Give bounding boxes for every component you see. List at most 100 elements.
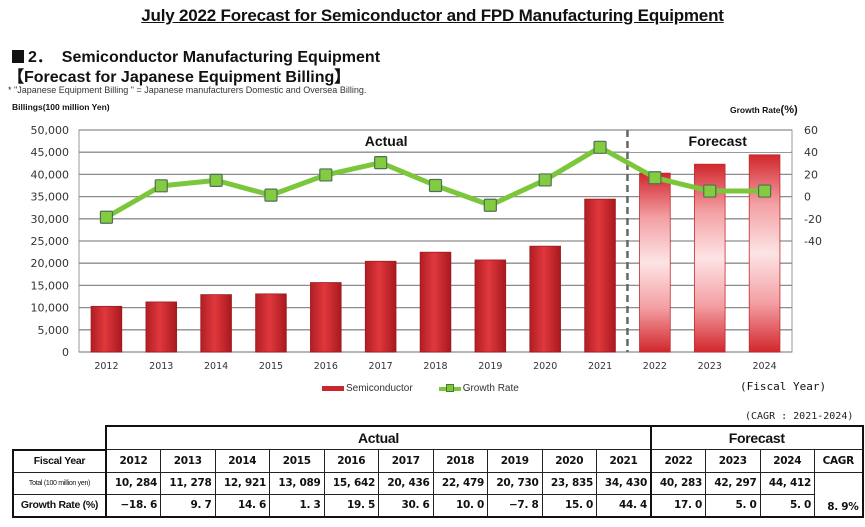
- growth-rate-marker-2017: [374, 156, 388, 170]
- table-cell-total: 44, 412: [759, 471, 815, 495]
- x-tick-label: 2020: [533, 361, 557, 372]
- row-label-total: Total (100 million yen): [12, 471, 107, 495]
- left-axis-tick-label: 25,000: [31, 235, 70, 248]
- legend-label-semiconductor: Semiconductor: [346, 383, 413, 394]
- table-cell-total: 11, 278: [160, 471, 216, 495]
- right-axis-tick-label: 20: [804, 168, 818, 181]
- left-axis-tick-label: 15,000: [31, 279, 70, 292]
- left-axis-tick-label: 30,000: [31, 213, 70, 226]
- table-cell-total: 13, 089: [269, 471, 325, 495]
- x-tick-label: 2017: [369, 361, 393, 372]
- table-cell-growth: 19. 5: [323, 493, 379, 518]
- table-cell-total: 40, 283: [650, 471, 706, 495]
- right-axis-tick-label: 0: [804, 191, 811, 204]
- growth-rate-marker-2014: [209, 173, 223, 187]
- table-cell-year: 2020: [541, 449, 597, 473]
- table-cell-cagr-value: 8. 9%: [814, 471, 864, 518]
- table-row-growth-rate: Growth Rate (%) −18. 6 9. 7 14. 6 1. 3 19. 5…: [12, 493, 863, 518]
- right-axis-ticks: -40 -20 0 20 40 60: [804, 124, 822, 248]
- table-cell-year: 2024: [759, 449, 815, 473]
- right-axis-title-text: Growth Rate: [730, 105, 781, 115]
- right-axis-tick-label: -40: [804, 235, 822, 248]
- bar-2022: [639, 172, 671, 353]
- table-cell-year: 2019: [487, 449, 543, 473]
- x-tick-label: 2023: [698, 361, 722, 372]
- bar-2012: [90, 305, 123, 353]
- table-cell-year: 2014: [214, 449, 270, 473]
- table-cell-growth: 17. 0: [650, 493, 706, 518]
- actual-group-header: Actual: [105, 425, 652, 450]
- growth-rate-marker-2012: [99, 210, 114, 224]
- bar-2015: [255, 293, 287, 353]
- forecast-region-label: Forecast: [689, 133, 748, 149]
- x-axis-ticks: 2012 2013 2014 2015 2016 2017 2018 2019 2020 2021…: [94, 361, 776, 372]
- growth-rate-marker-2018: [428, 178, 443, 193]
- section-title-text: Semiconductor Manufacturing Equipment: [61, 49, 381, 66]
- forecast-label-background: [629, 131, 791, 152]
- right-axis-tick-label: -20: [804, 213, 822, 226]
- bar-2024: [748, 154, 781, 353]
- left-axis-tick-label: 20,000: [31, 257, 70, 270]
- bar-2019: [474, 259, 507, 353]
- left-axis-tick-label: 0: [62, 346, 69, 359]
- table-cell-total: 10, 284: [105, 471, 161, 495]
- x-tick-label: 2015: [259, 361, 283, 372]
- bar-2016: [310, 282, 342, 353]
- table-cell-cagr-header: CAGR: [814, 449, 864, 473]
- table-cell-total: 12, 921: [214, 471, 270, 495]
- x-tick-label: 2024: [752, 361, 776, 372]
- table-cell-total: 22, 479: [432, 471, 488, 495]
- x-tick-label: 2012: [94, 361, 118, 372]
- right-axis-title-unit: (%): [780, 104, 798, 116]
- table-cell-year: 2012: [105, 449, 161, 473]
- sub-title: 【Forecast for Japanese Equipment Billing…: [8, 69, 351, 86]
- table-cell-total: 34, 430: [596, 471, 652, 495]
- left-axis-tick-label: 35,000: [31, 191, 70, 204]
- growth-rate-marker-2022: [648, 171, 662, 185]
- table-cell-growth: 14. 6: [214, 493, 270, 518]
- left-axis-tick-label: 40,000: [31, 168, 70, 181]
- legend: Semiconductor Growth Rate: [322, 383, 519, 394]
- table-row-total: Total (100 million yen) 10, 284 11, 278 12…: [12, 471, 864, 518]
- table-cell-year: 2021: [596, 449, 652, 473]
- actual-region-label: Actual: [365, 133, 408, 149]
- region-labels: Actual Forecast: [365, 131, 791, 152]
- x-tick-label: 2021: [588, 361, 612, 372]
- table-corner-blank: [13, 426, 107, 451]
- right-axis-title: Growth Rate(%): [730, 104, 798, 116]
- growth-rate-marker-2019: [483, 198, 497, 212]
- table-cell-year: 2022: [650, 449, 706, 473]
- x-tick-label: 2014: [204, 361, 228, 372]
- left-axis-title: Billings(100 million Yen): [12, 102, 110, 112]
- forecast-group-header: Forecast: [650, 425, 864, 450]
- section-title: 2． Semiconductor Manufacturing Equipment: [12, 43, 380, 67]
- x-tick-label: 2019: [478, 361, 502, 372]
- table-cell-year: 2015: [269, 449, 325, 473]
- table-cell-year: 2018: [432, 449, 488, 473]
- table-cell-growth: 10. 0: [432, 493, 488, 518]
- bar-2020: [529, 245, 561, 353]
- left-axis-tick-label: 10,000: [31, 302, 70, 315]
- bar-2014: [200, 294, 232, 353]
- table-cell-total: 20, 730: [487, 471, 543, 495]
- growth-rate-marker-2023: [703, 184, 717, 198]
- growth-rate-marker-2024: [757, 184, 772, 198]
- table-cell-year: 2016: [323, 449, 379, 473]
- table-cell-growth: 15. 0: [541, 493, 597, 518]
- table-cell-growth: 44. 4: [596, 493, 652, 518]
- row-label-fiscal-year: Fiscal Year: [12, 449, 107, 473]
- bar-2018: [419, 251, 452, 353]
- bar-series: [90, 154, 781, 353]
- x-tick-label: 2018: [423, 361, 447, 372]
- table-cell-growth: −7. 8: [487, 493, 543, 518]
- definition-note: * "Japanese Equipment Billing " = Japane…: [8, 85, 367, 95]
- table-cell-growth: −18. 6: [105, 493, 161, 518]
- data-table: Actual Forecast Fiscal Year 2012 2013 2014…: [12, 425, 864, 518]
- growth-rate-marker-2013: [154, 179, 168, 193]
- growth-rate-marker-2016: [319, 168, 333, 182]
- x-tick-label: 2013: [149, 361, 173, 372]
- table-cell-growth: 5. 0: [759, 493, 815, 518]
- main-title: July 2022 Forecast for Semiconductor and…: [141, 6, 724, 25]
- table-cell-year: 2013: [160, 449, 216, 473]
- legend-bar-swatch-icon: [322, 386, 344, 391]
